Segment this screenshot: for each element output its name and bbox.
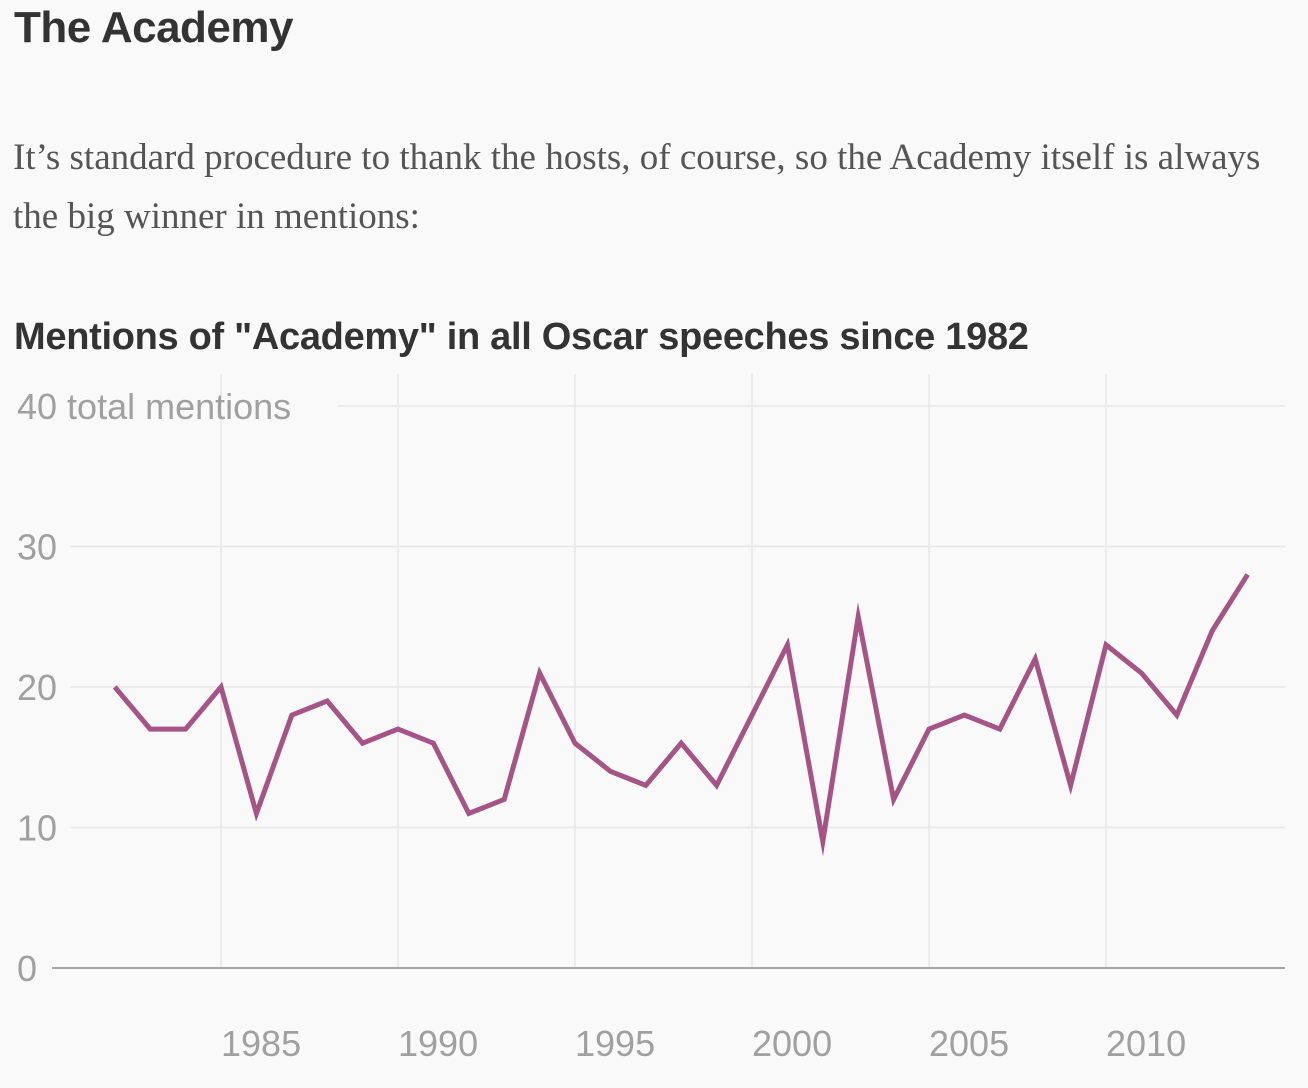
series-group [112, 573, 1250, 857]
x-tick-label: 2000 [752, 1023, 832, 1064]
x-tick-label: 1985 [221, 1023, 301, 1064]
horizontal-gridlines [70, 405, 1285, 829]
y-tick-label: 40 total mentions [17, 386, 291, 427]
y-axis-tick-labels: 0 10 20 30 40 total mentions [17, 386, 291, 989]
y-tick-label: 20 [17, 667, 57, 708]
page-title: The Academy [14, 3, 293, 52]
x-tick-label: 1990 [398, 1023, 478, 1064]
intro-paragraph: It’s standard procedure to thank the hos… [13, 137, 1261, 237]
y-tick-label: 0 [17, 948, 37, 989]
x-tick-label: 2005 [929, 1023, 1009, 1064]
x-tick-label: 2010 [1106, 1023, 1186, 1064]
y-tick-label: 10 [17, 808, 57, 849]
series-line [112, 573, 1250, 857]
chart-title: Mentions of "Academy" in all Oscar speec… [14, 316, 1029, 358]
vertical-gridlines [220, 374, 1107, 968]
y-tick-label: 30 [17, 527, 57, 568]
x-axis-tick-labels: 1985 1990 1995 2000 2005 2010 [221, 1023, 1186, 1064]
x-tick-label: 1995 [575, 1023, 655, 1064]
